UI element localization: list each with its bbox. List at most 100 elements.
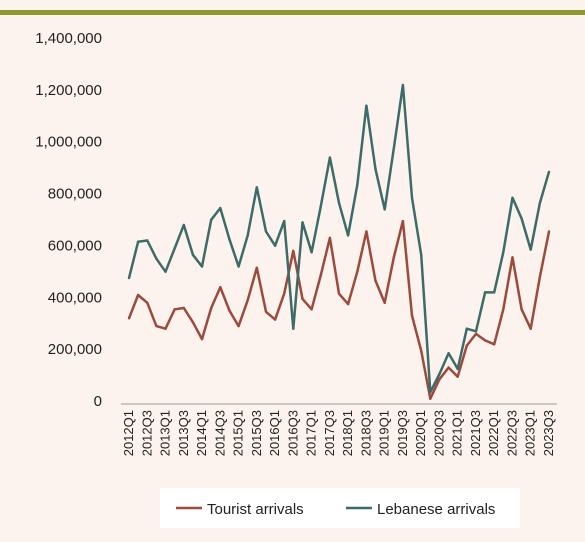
x-tick-label: 2013Q3 (176, 410, 191, 456)
data-point-tourist-arrivals (538, 275, 542, 278)
data-point-lebanese-arrivals (164, 270, 167, 273)
data-point-lebanese-arrivals (465, 327, 468, 330)
data-point-tourist-arrivals (246, 299, 249, 302)
data-point-lebanese-arrivals (273, 244, 277, 247)
data-point-tourist-arrivals (383, 301, 386, 304)
data-point-tourist-arrivals (502, 308, 505, 311)
x-tick-label: 2015Q1 (231, 410, 246, 456)
data-point-lebanese-arrivals (328, 156, 332, 159)
x-tick-label: 2012Q3 (139, 410, 154, 456)
y-tick-label: 1,000,000 (35, 134, 102, 151)
x-tick-label: 2017Q1 (304, 410, 319, 456)
data-point-lebanese-arrivals (429, 391, 432, 394)
data-point-lebanese-arrivals (283, 219, 286, 223)
x-tick-label: 2019Q3 (395, 410, 410, 456)
data-point-tourist-arrivals (219, 286, 222, 289)
data-point-lebanese-arrivals (356, 183, 359, 186)
data-point-lebanese-arrivals (301, 221, 304, 224)
data-point-tourist-arrivals (447, 366, 450, 369)
data-point-lebanese-arrivals (383, 208, 386, 211)
data-point-lebanese-arrivals (447, 352, 450, 355)
data-point-tourist-arrivals (191, 321, 195, 324)
data-point-lebanese-arrivals (255, 186, 258, 189)
data-point-lebanese-arrivals (502, 251, 505, 254)
data-point-tourist-arrivals (328, 236, 332, 240)
data-point-tourist-arrivals (255, 266, 258, 269)
y-tick-label: 200,000 (48, 341, 102, 358)
x-tick-label: 2013Q1 (158, 410, 173, 456)
y-tick-label: 800,000 (48, 186, 102, 203)
data-point-lebanese-arrivals (392, 147, 395, 150)
legend-box (160, 488, 520, 528)
legend-label-lebanese-arrivals: Lebanese arrivals (377, 501, 495, 518)
data-point-lebanese-arrivals (292, 327, 295, 330)
data-point-lebanese-arrivals (483, 291, 487, 294)
series-lines (127, 83, 551, 400)
data-point-lebanese-arrivals (173, 247, 176, 250)
data-point-tourist-arrivals (346, 302, 350, 306)
data-point-tourist-arrivals (474, 332, 478, 336)
x-tick-label: 2021Q1 (450, 410, 465, 456)
data-point-tourist-arrivals (210, 306, 213, 310)
data-point-lebanese-arrivals (346, 234, 350, 237)
data-point-lebanese-arrivals (420, 253, 423, 256)
data-point-tourist-arrivals (337, 292, 341, 295)
y-tick-label: 1,400,000 (35, 30, 102, 47)
data-point-tourist-arrivals (237, 324, 240, 328)
data-point-tourist-arrivals (127, 317, 131, 320)
data-point-lebanese-arrivals (210, 218, 213, 221)
data-point-lebanese-arrivals (310, 251, 313, 254)
data-point-tourist-arrivals (200, 337, 204, 341)
data-point-tourist-arrivals (429, 397, 432, 400)
data-point-lebanese-arrivals (538, 201, 542, 205)
y-tick-label: 400,000 (48, 289, 102, 306)
x-tick-label: 2023Q1 (523, 410, 538, 456)
data-point-tourist-arrivals (228, 309, 231, 312)
x-tick-label: 2021Q3 (468, 410, 483, 456)
data-point-tourist-arrivals (292, 249, 295, 253)
x-tick-label: 2014Q3 (212, 410, 227, 456)
data-point-lebanese-arrivals (474, 330, 478, 333)
legend-label-tourist-arrivals: Tourist arrivals (207, 501, 304, 518)
data-point-lebanese-arrivals (146, 239, 149, 242)
data-point-lebanese-arrivals (200, 265, 204, 268)
data-point-tourist-arrivals (420, 349, 423, 352)
data-point-lebanese-arrivals (529, 248, 532, 251)
data-point-tourist-arrivals (493, 343, 496, 346)
x-tick-label: 2016Q3 (285, 410, 300, 456)
data-point-tourist-arrivals (301, 297, 304, 301)
data-point-tourist-arrivals (146, 301, 149, 304)
data-point-lebanese-arrivals (127, 276, 131, 280)
data-point-lebanese-arrivals (182, 223, 185, 227)
x-tick-label: 2017Q3 (322, 410, 337, 456)
data-point-lebanese-arrivals (438, 372, 441, 376)
data-point-tourist-arrivals (164, 327, 167, 330)
data-point-tourist-arrivals (173, 308, 176, 311)
y-tick-label: 600,000 (48, 237, 102, 254)
data-point-lebanese-arrivals (136, 240, 140, 243)
data-point-lebanese-arrivals (493, 291, 496, 294)
data-point-tourist-arrivals (456, 375, 459, 378)
data-point-tourist-arrivals (283, 292, 286, 295)
data-point-tourist-arrivals (529, 327, 532, 330)
data-point-tourist-arrivals (392, 256, 395, 259)
data-point-tourist-arrivals (465, 344, 468, 347)
data-point-lebanese-arrivals (456, 367, 459, 371)
y-axis: 0 200,000 400,000 600,000 800,000 1,000,000 1,… (35, 30, 102, 410)
x-tick-label: 2022Q1 (486, 410, 501, 456)
x-axis: 2012Q1 2012Q3 2013Q1 2013Q3 2014Q1 2014Q3 2015… (121, 403, 557, 456)
data-point-tourist-arrivals (273, 318, 277, 321)
x-tick-label: 2019Q1 (377, 410, 392, 456)
x-tick-label: 2018Q1 (340, 410, 355, 456)
x-tick-label: 2020Q3 (431, 410, 446, 456)
legend: Tourist arrivals Lebanese arrivals (160, 488, 520, 528)
data-point-lebanese-arrivals (191, 253, 195, 256)
data-point-tourist-arrivals (511, 256, 514, 259)
data-point-lebanese-arrivals (374, 168, 377, 171)
data-point-lebanese-arrivals (319, 205, 322, 208)
data-point-tourist-arrivals (136, 293, 140, 297)
data-point-lebanese-arrivals (401, 83, 405, 87)
top-accent-bar (0, 10, 585, 15)
data-point-lebanese-arrivals (547, 170, 551, 173)
